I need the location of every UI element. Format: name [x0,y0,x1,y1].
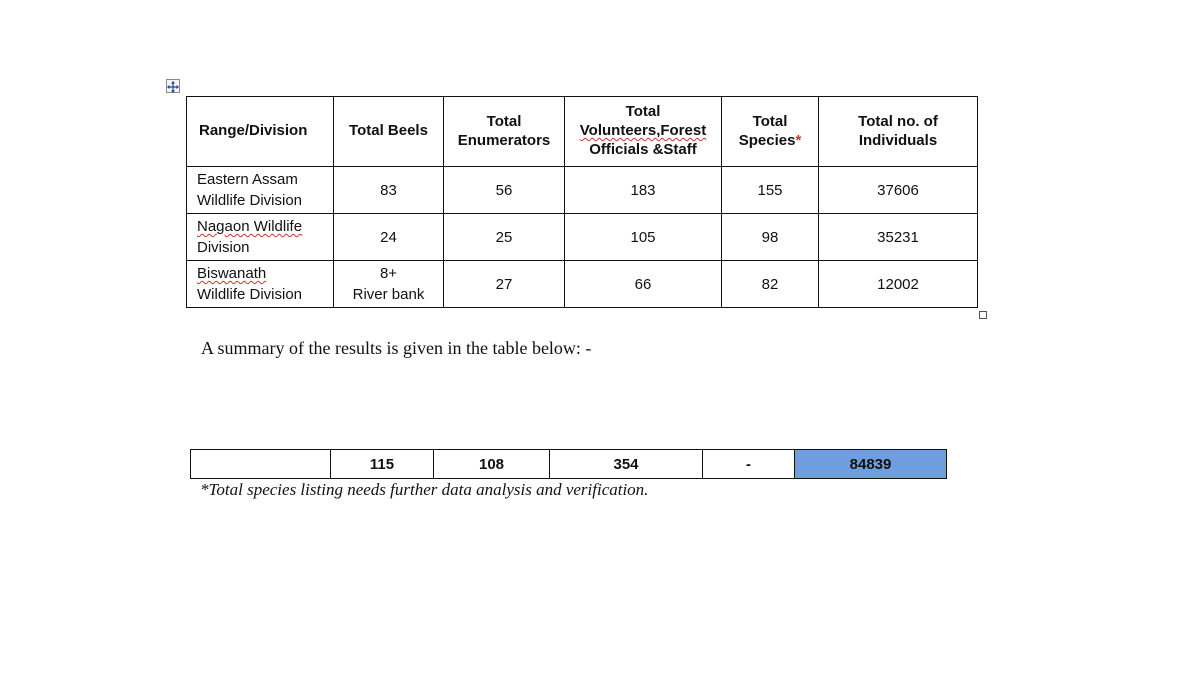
table-row: Nagaon Wildlife Division 24 25 105 98 35… [186,213,978,261]
totals-volunteers: 354 [549,449,703,479]
totals-individuals: 84839 [794,449,947,479]
table-row: Biswanath Wildlife Division 8+ River ban… [186,260,978,308]
totals-table: 115 108 354 - 84839 [190,449,947,479]
cell-total-volunteers: 105 [564,213,722,261]
totals-enumerators: 108 [433,449,550,479]
cell-total-enumerators: 25 [443,213,565,261]
header-row: Range/Division Total Beels Total Enumera… [186,96,978,167]
totals-beels: 115 [330,449,434,479]
header-range-division: Range/Division [186,96,334,167]
header-total-individuals: Total no. of Individuals [818,96,978,167]
cell-total-beels: 83 [333,166,444,214]
cell-total-individuals: 37606 [818,166,978,214]
cell-total-enumerators: 27 [443,260,565,308]
cell-total-beels: 8+ River bank [333,260,444,308]
header-total-species: Total Species* [721,96,819,167]
totals-row: 115 108 354 - 84839 [190,449,947,479]
totals-species: - [702,449,795,479]
header-total-beels: Total Beels [333,96,444,167]
footnote: *Total species listing needs further dat… [200,480,649,499]
header-total-enumerators: Total Enumerators [443,96,565,167]
cell-range-division: Eastern Assam Wildlife Division [186,166,334,214]
cell-total-volunteers: 66 [564,260,722,308]
cell-total-volunteers: 183 [564,166,722,214]
summary-paragraph: A summary of the results is given in the… [201,338,592,358]
census-table: Range/Division Total Beels Total Enumera… [186,96,978,308]
asterisk-mark: * [795,131,802,149]
cell-total-beels: 24 [333,213,444,261]
cell-total-species: 82 [721,260,819,308]
cell-range-division: Biswanath Wildlife Division [186,260,334,308]
header-total-volunteers: Total Volunteers,Forest Officials &Staff [564,96,722,167]
table-move-handle[interactable] [166,79,180,93]
move-arrows-icon [167,81,179,93]
table-resize-handle[interactable] [979,311,987,319]
table-row: Eastern Assam Wildlife Division 83 56 18… [186,166,978,214]
totals-range-division [190,449,331,479]
cell-total-individuals: 12002 [818,260,978,308]
cell-total-individuals: 35231 [818,213,978,261]
cell-total-enumerators: 56 [443,166,565,214]
cell-range-division: Nagaon Wildlife Division [186,213,334,261]
cell-total-species: 155 [721,166,819,214]
cell-total-species: 98 [721,213,819,261]
